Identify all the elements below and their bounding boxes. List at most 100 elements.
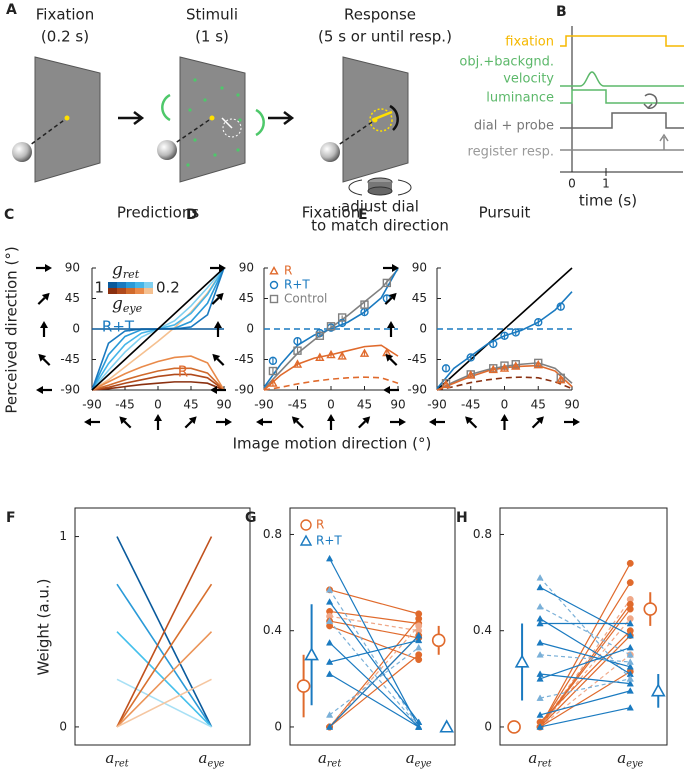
direction-arrow-head bbox=[41, 292, 50, 301]
marker-triangle bbox=[441, 379, 451, 389]
subject-line bbox=[540, 673, 631, 685]
marker-triangle bbox=[536, 602, 544, 610]
x-tick-label: 0 bbox=[501, 398, 509, 412]
direction-arrow-head bbox=[40, 321, 48, 328]
y-tick-label: 0.8 bbox=[263, 527, 282, 541]
marker-triangle bbox=[626, 703, 634, 711]
series-line bbox=[91, 381, 225, 391]
direction-arrow bbox=[389, 358, 398, 366]
subject-line bbox=[329, 589, 420, 728]
fixation-dot bbox=[64, 115, 70, 121]
colorbar-cell bbox=[135, 282, 144, 288]
direction-arrow bbox=[531, 420, 540, 429]
colorbar-title: geye bbox=[112, 294, 143, 316]
direction-arrow bbox=[42, 358, 51, 366]
y-tick-label: 0 bbox=[72, 322, 80, 336]
marker-triangle bbox=[514, 654, 530, 668]
marker-triangle bbox=[415, 723, 423, 730]
panel-label: D bbox=[186, 207, 198, 223]
x-tick-label: -90 bbox=[82, 398, 102, 412]
direction-arrow-head bbox=[399, 418, 406, 426]
y-tick-label: 90 bbox=[239, 261, 254, 275]
panel-label: A bbox=[6, 2, 17, 18]
direction-arrow bbox=[216, 358, 225, 366]
marker-square bbox=[269, 294, 279, 304]
chart-title: Fixation bbox=[302, 204, 361, 222]
step-duration: (1 s) bbox=[195, 28, 229, 46]
marker-triangle bbox=[533, 359, 543, 369]
gaze-line bbox=[170, 117, 213, 147]
time-axis-label: time (s) bbox=[579, 192, 637, 210]
marker-triangle bbox=[299, 534, 313, 546]
panel-label: B bbox=[556, 4, 567, 20]
direction-arrow bbox=[384, 297, 393, 305]
category-label-sub: ret bbox=[537, 758, 551, 769]
annotation: R bbox=[178, 363, 188, 381]
weight-line bbox=[116, 631, 213, 728]
plot-frame bbox=[74, 507, 251, 746]
legend-label: R+T bbox=[316, 534, 342, 548]
colorbar-cell bbox=[117, 288, 126, 294]
marker-triangle bbox=[626, 643, 634, 651]
y-axis-label: Weight (a.u.) bbox=[35, 579, 53, 676]
marker-square bbox=[382, 278, 392, 288]
subject-line bbox=[539, 671, 631, 728]
subject-line bbox=[329, 642, 420, 728]
x-tick-label: 90 bbox=[216, 398, 231, 412]
marker-square bbox=[360, 300, 369, 309]
marker-circle bbox=[556, 302, 565, 311]
time-tick-label: 0 bbox=[568, 177, 576, 191]
direction-arrow bbox=[358, 420, 366, 429]
direction-arrow-head bbox=[327, 414, 335, 421]
y-tick-label: 90 bbox=[65, 261, 80, 275]
subject-line bbox=[539, 618, 631, 675]
direction-arrow-head bbox=[536, 416, 544, 425]
subject-line bbox=[329, 620, 420, 728]
marker-triangle bbox=[292, 359, 303, 368]
marker-triangle bbox=[488, 364, 498, 374]
direction-arrow bbox=[211, 297, 220, 305]
marker-triangle bbox=[626, 679, 634, 687]
stimulus-dots bbox=[186, 78, 242, 167]
marker-triangle bbox=[626, 631, 634, 639]
marker-circle bbox=[507, 720, 521, 734]
marker-triangle bbox=[325, 617, 334, 624]
marker-triangle bbox=[325, 723, 334, 730]
subject-line bbox=[539, 586, 631, 637]
colorbar-cell bbox=[126, 282, 135, 288]
x-tick-label: -45 bbox=[461, 398, 481, 412]
colorbar-title-base: g bbox=[112, 294, 123, 314]
gaze-line bbox=[333, 119, 376, 149]
marker-triangle bbox=[626, 651, 634, 658]
y-tick-label: 45 bbox=[239, 291, 254, 305]
x-tick-label: -90 bbox=[254, 398, 274, 412]
marker-triangle bbox=[268, 378, 278, 387]
note: to match direction bbox=[311, 217, 449, 235]
series-line bbox=[91, 355, 225, 391]
y-tick-label: 45 bbox=[65, 291, 80, 305]
marker-circle bbox=[293, 337, 302, 346]
category-label-sub: eye bbox=[626, 758, 643, 769]
y-tick-label: 0 bbox=[484, 719, 492, 733]
subject-line bbox=[539, 654, 631, 728]
marker-triangle bbox=[536, 583, 544, 591]
panel-label: C bbox=[4, 207, 14, 223]
time-tick-label: 1 bbox=[602, 177, 610, 191]
subject-line bbox=[540, 654, 631, 663]
y-tick-label: -90 bbox=[60, 383, 80, 397]
direction-arrow-head bbox=[392, 264, 399, 272]
dial-rotation bbox=[389, 104, 399, 131]
colorbar-title-base: g bbox=[112, 260, 123, 280]
subject-line bbox=[329, 610, 419, 625]
subject-line bbox=[329, 647, 420, 716]
signal-label: velocity bbox=[503, 72, 554, 87]
direction-arrow bbox=[37, 297, 46, 305]
x-tick-label: 45 bbox=[357, 398, 372, 412]
marker-circle bbox=[268, 356, 278, 366]
marker-circle bbox=[626, 605, 634, 613]
marker-triangle bbox=[536, 639, 544, 646]
marker-circle bbox=[626, 579, 634, 587]
subject-line bbox=[329, 589, 419, 615]
series-line bbox=[91, 367, 225, 391]
